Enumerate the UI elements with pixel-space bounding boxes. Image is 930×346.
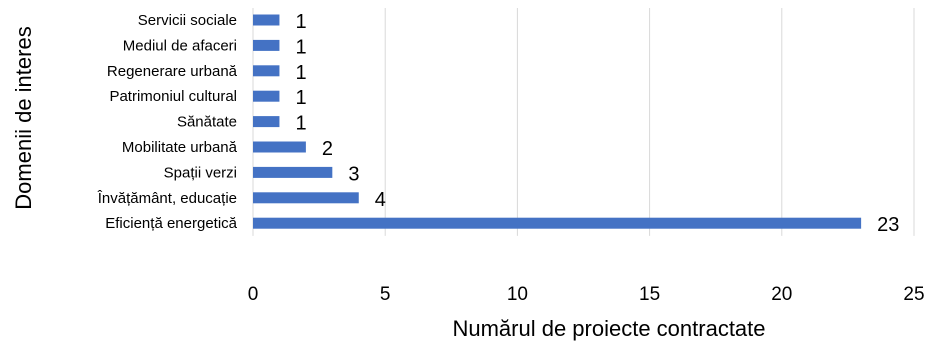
data-label: 4 xyxy=(375,189,386,211)
bar xyxy=(253,14,280,26)
bar xyxy=(253,141,306,153)
category-label: Mediul de afaceri xyxy=(123,37,237,54)
category-label: Servicii sociale xyxy=(138,12,237,29)
category-label: Mobilitate urbană xyxy=(122,139,238,156)
category-labels: Servicii sociale Mediul de afaceri Regener… xyxy=(97,12,238,232)
data-label: 3 xyxy=(348,163,359,185)
bar xyxy=(253,217,862,229)
x-tick-label: 0 xyxy=(248,284,259,305)
bar xyxy=(253,65,280,77)
category-label: Învățământ, educație xyxy=(97,190,237,207)
bar xyxy=(253,192,359,204)
x-tick-label: 15 xyxy=(639,284,660,305)
data-label: 1 xyxy=(295,36,306,58)
category-label: Spații verzi xyxy=(164,164,237,181)
bars xyxy=(253,14,862,229)
bar xyxy=(253,39,280,51)
data-label: 1 xyxy=(295,113,306,135)
category-label: Sănătate xyxy=(177,114,237,131)
x-tick-label: 25 xyxy=(903,284,924,305)
x-tick-label: 10 xyxy=(507,284,528,305)
x-axis-title: Numărul de proiecte contractate xyxy=(452,316,765,341)
data-label: 1 xyxy=(295,87,306,109)
category-label: Regenerare urbană xyxy=(107,63,238,80)
data-label: 1 xyxy=(295,62,306,84)
bar xyxy=(253,166,333,178)
x-tick-label: 5 xyxy=(380,284,391,305)
data-label: 1 xyxy=(295,11,306,33)
x-tick-label: 20 xyxy=(771,284,792,305)
y-axis-title: Domenii de interes xyxy=(11,26,36,209)
data-label: 2 xyxy=(322,138,333,160)
bar xyxy=(253,90,280,102)
category-label: Patrimoniul cultural xyxy=(109,88,237,105)
data-label: 23 xyxy=(877,214,899,236)
bar xyxy=(253,116,280,128)
x-tick-labels: 0 5 10 15 20 25 xyxy=(248,284,925,305)
category-label: Eficiență energetică xyxy=(105,215,237,232)
